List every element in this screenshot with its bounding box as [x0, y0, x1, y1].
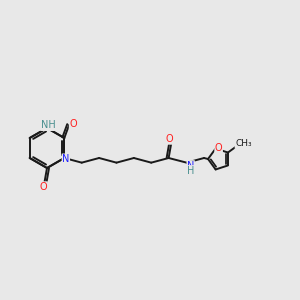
- Text: O: O: [215, 142, 222, 152]
- Text: NH: NH: [40, 121, 56, 130]
- Text: O: O: [69, 119, 77, 129]
- Text: O: O: [40, 182, 47, 192]
- Text: N: N: [187, 161, 194, 171]
- Text: CH₃: CH₃: [235, 140, 252, 148]
- Text: O: O: [165, 134, 173, 144]
- Text: H: H: [187, 166, 194, 176]
- Text: N: N: [62, 154, 70, 164]
